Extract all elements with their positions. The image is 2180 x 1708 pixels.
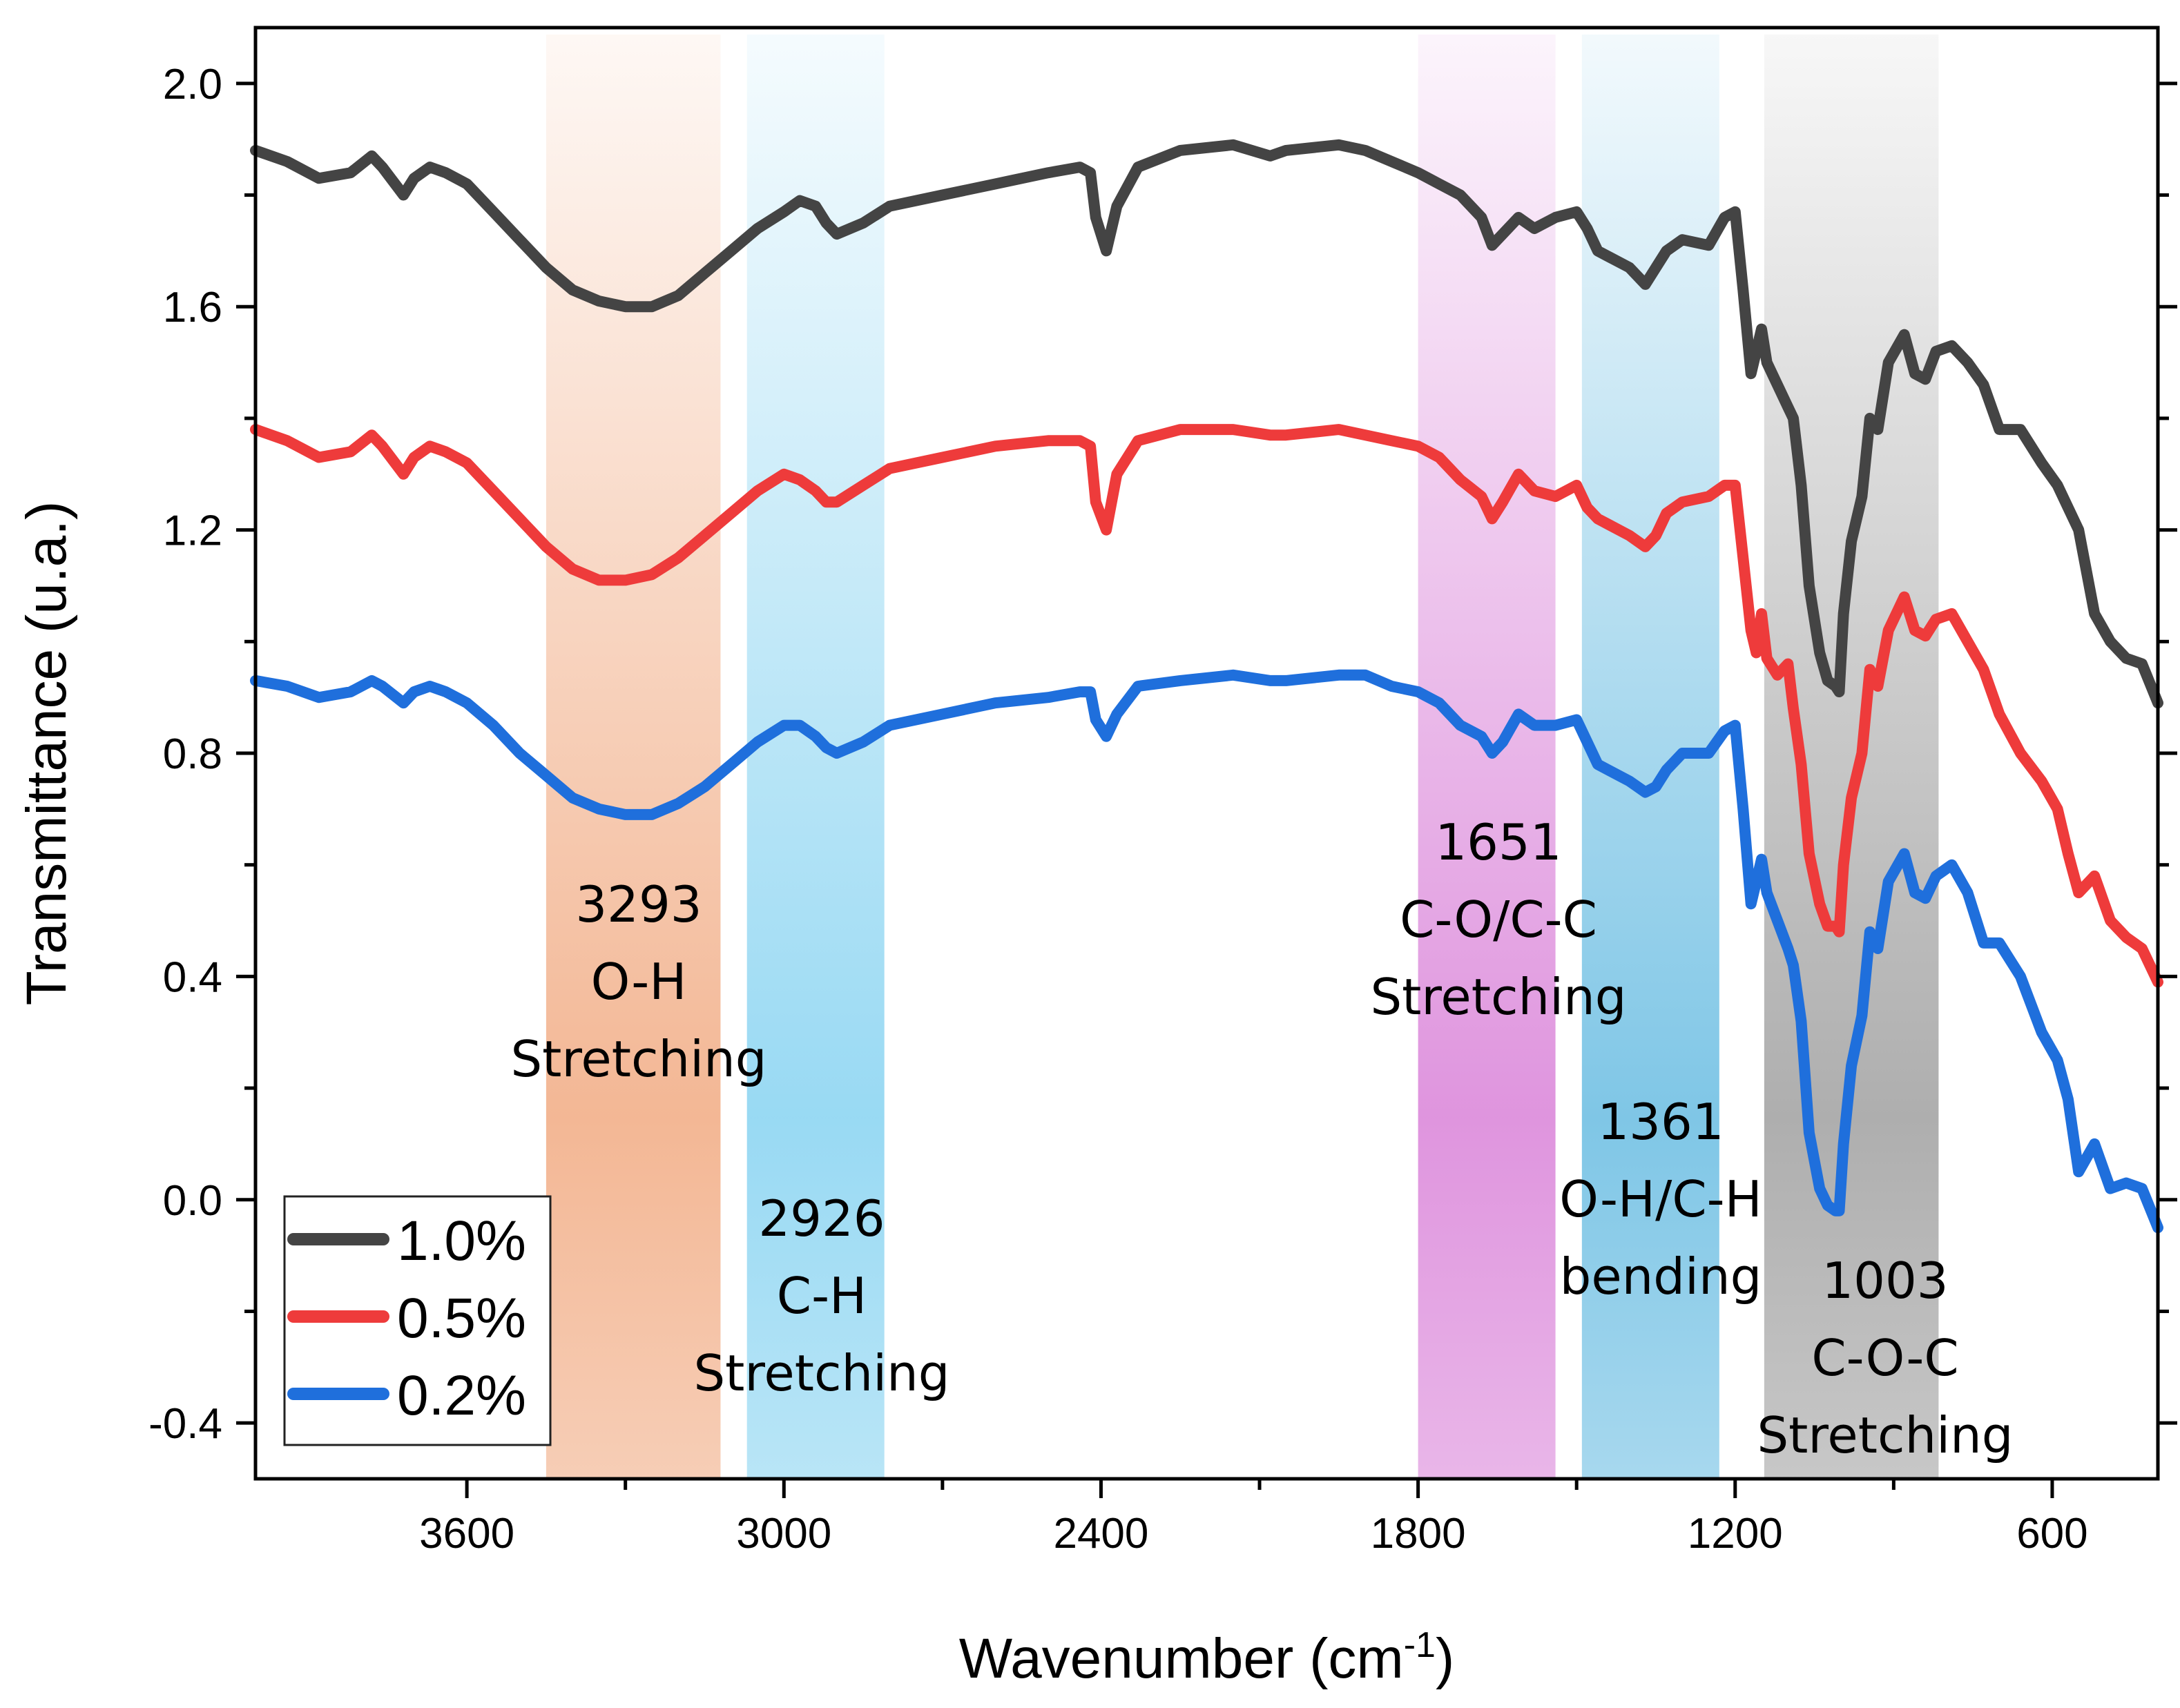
y-tick-label: 1.2 bbox=[163, 507, 222, 555]
y-tick-label: 1.6 bbox=[163, 284, 222, 331]
series-layer bbox=[250, 139, 2163, 1234]
annotation-layer: 3293 O-H Stretching 2926 C-H Stretching 1651 C-… bbox=[510, 813, 2013, 1464]
legend-label-1: 1.0% bbox=[397, 1210, 526, 1272]
legend: 1.0% 0.5% 0.2% bbox=[283, 1195, 552, 1446]
y-tick-label: -0.4 bbox=[148, 1400, 222, 1448]
annotation-1-line-1: 3293 bbox=[575, 875, 702, 933]
annotation-4-line-3: bending bbox=[1560, 1248, 1762, 1306]
y-tick-label: 0.0 bbox=[163, 1177, 222, 1225]
annotation-3-line-2: C-O/C-C bbox=[1400, 891, 1597, 949]
legend-label-3: 0.2% bbox=[397, 1364, 526, 1427]
x-tick-label: 3600 bbox=[419, 1510, 514, 1557]
annotation-2-line-2: C-H bbox=[777, 1267, 867, 1325]
band-2 bbox=[746, 35, 885, 1479]
series-line-2 bbox=[250, 424, 2163, 988]
annotation-1-line-2: O-H bbox=[591, 953, 687, 1011]
annotation-5-line-1: 1003 bbox=[1822, 1252, 1948, 1310]
y-tick-label: 0.8 bbox=[163, 730, 222, 778]
y-tick-label: 2.0 bbox=[163, 61, 222, 108]
annotation-3-line-1: 1651 bbox=[1435, 813, 1561, 871]
ticks-layer: 3600 3000 2400 1800 1200 600 2.0 1.6 1.2 0.8 0.4 0.… bbox=[148, 61, 2177, 1557]
x-tick-label: 1800 bbox=[1371, 1510, 1466, 1557]
band-3 bbox=[1418, 35, 1556, 1479]
annotation-2-line-1: 2926 bbox=[758, 1190, 885, 1248]
annotation-2-line-3: Stretching bbox=[693, 1344, 949, 1402]
x-tick-label: 3000 bbox=[736, 1510, 831, 1557]
annotation-1-line-3: Stretching bbox=[510, 1030, 766, 1088]
band-1 bbox=[546, 35, 721, 1479]
annotation-4-line-1: 1361 bbox=[1597, 1093, 1724, 1151]
x-axis-title-main: Wavenumber (cm bbox=[959, 1627, 1404, 1690]
x-axis-title-end: ) bbox=[1436, 1627, 1454, 1690]
series-line-1 bbox=[250, 139, 2163, 709]
x-axis-title-sup: -1 bbox=[1404, 1625, 1436, 1665]
band-5 bbox=[1764, 35, 1939, 1479]
x-tick-label: 1200 bbox=[1688, 1510, 1783, 1557]
annotation-5-line-3: Stretching bbox=[1757, 1406, 2013, 1464]
legend-label-2: 0.5% bbox=[397, 1287, 526, 1350]
annotation-4-line-2: O-H/C-H bbox=[1559, 1170, 1762, 1228]
x-tick-label: 600 bbox=[2016, 1510, 2087, 1557]
series-line-3 bbox=[250, 669, 2163, 1234]
y-tick-label: 0.4 bbox=[163, 953, 222, 1001]
x-tick-label: 2400 bbox=[1053, 1510, 1148, 1557]
annotation-3-line-3: Stretching bbox=[1370, 968, 1626, 1026]
annotation-5-line-2: C-O-C bbox=[1811, 1329, 1958, 1387]
x-axis-title: Wavenumber (cm-1) bbox=[959, 1625, 1455, 1690]
y-axis-title: Transmittance (u.a.) bbox=[15, 501, 78, 1006]
